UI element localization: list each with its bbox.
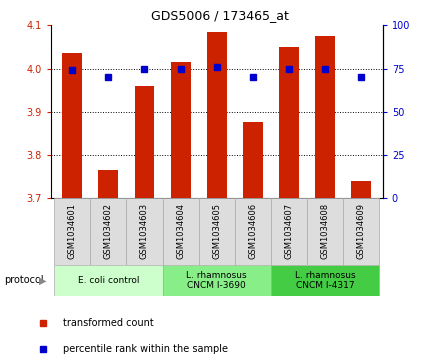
Bar bbox=[90, 198, 126, 265]
Text: GSM1034605: GSM1034605 bbox=[212, 203, 221, 260]
Text: GSM1034609: GSM1034609 bbox=[357, 203, 366, 260]
Bar bbox=[315, 36, 335, 198]
Bar bbox=[99, 170, 118, 198]
Bar bbox=[243, 122, 263, 198]
Bar bbox=[351, 180, 371, 198]
Bar bbox=[171, 62, 191, 198]
Text: E. coli control: E. coli control bbox=[77, 276, 139, 285]
Text: ▶: ▶ bbox=[39, 276, 47, 285]
Bar bbox=[162, 265, 271, 296]
Bar bbox=[62, 53, 82, 198]
Text: L. rhamnosus
CNCM I-3690: L. rhamnosus CNCM I-3690 bbox=[187, 271, 247, 290]
Text: GSM1034607: GSM1034607 bbox=[284, 203, 293, 260]
Bar bbox=[307, 198, 343, 265]
Text: GSM1034608: GSM1034608 bbox=[320, 203, 330, 260]
Bar bbox=[235, 198, 271, 265]
Bar bbox=[54, 265, 162, 296]
Text: GSM1034603: GSM1034603 bbox=[140, 203, 149, 260]
Text: GDS5006 / 173465_at: GDS5006 / 173465_at bbox=[151, 9, 289, 22]
Bar bbox=[135, 86, 154, 198]
Bar bbox=[162, 198, 198, 265]
Text: GSM1034602: GSM1034602 bbox=[104, 203, 113, 260]
Bar bbox=[343, 198, 379, 265]
Bar bbox=[54, 198, 90, 265]
Bar bbox=[198, 198, 235, 265]
Bar bbox=[279, 47, 299, 198]
Text: GSM1034604: GSM1034604 bbox=[176, 203, 185, 260]
Bar bbox=[271, 265, 379, 296]
Text: protocol: protocol bbox=[4, 276, 44, 285]
Bar bbox=[271, 198, 307, 265]
Text: transformed count: transformed count bbox=[63, 318, 154, 327]
Text: GSM1034606: GSM1034606 bbox=[248, 203, 257, 260]
Text: L. rhamnosus
CNCM I-4317: L. rhamnosus CNCM I-4317 bbox=[295, 271, 356, 290]
Text: percentile rank within the sample: percentile rank within the sample bbox=[63, 344, 228, 354]
Bar bbox=[126, 198, 162, 265]
Bar bbox=[207, 32, 227, 198]
Text: GSM1034601: GSM1034601 bbox=[68, 203, 77, 260]
